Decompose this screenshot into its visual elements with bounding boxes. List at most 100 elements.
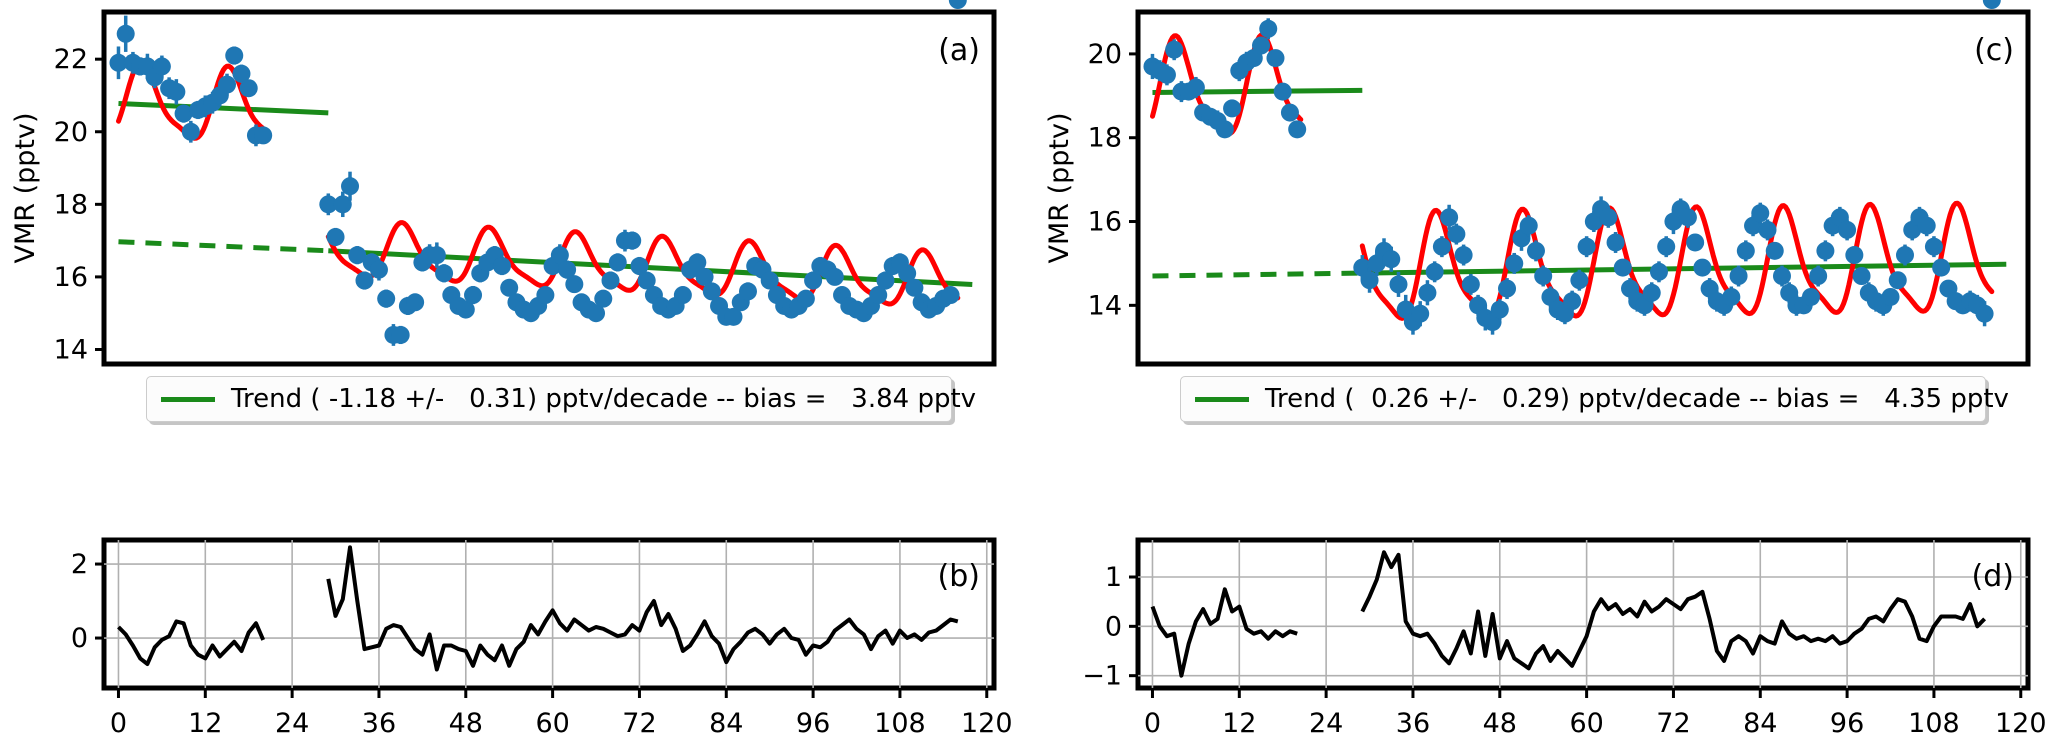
data-point: [1498, 279, 1517, 298]
y-tick-label: 0: [71, 623, 88, 654]
residual-line: [1150, 587, 1298, 678]
y-tick-label: 2: [71, 549, 88, 580]
data-point: [1809, 267, 1828, 285]
panel-tag: (b): [938, 559, 980, 594]
panel-tag: (c): [1974, 33, 2014, 68]
data-point: [1982, 0, 2001, 9]
data-point: [695, 267, 714, 286]
residual-line: [1360, 550, 1987, 671]
legend-panel-a: Trend ( -1.18 +/- 0.31) pptv/decade -- b…: [146, 376, 976, 422]
data-point: [1613, 258, 1632, 277]
data-point: [377, 289, 396, 308]
legend-label-c: Trend ( 0.26 +/- 0.29) pptv/decade -- bi…: [1265, 384, 2009, 414]
data-point: [1266, 49, 1285, 68]
trend-line-dashed: [1152, 270, 1363, 279]
data-point: [239, 79, 258, 98]
data-point: [218, 75, 237, 94]
data-point: [948, 0, 967, 9]
data-point: [608, 253, 627, 272]
data-point: [333, 195, 352, 214]
y-tick-label: 16: [54, 262, 88, 293]
residual-line: [326, 545, 959, 672]
data-point: [326, 227, 345, 246]
data-point: [558, 260, 577, 279]
fit-curve: [1359, 200, 1995, 321]
data-point: [637, 271, 656, 290]
data-point: [464, 286, 483, 305]
data-point: [1454, 246, 1473, 265]
x-tick-label: 12: [188, 708, 222, 739]
data-point: [225, 46, 244, 65]
data-point: [1447, 225, 1466, 244]
x-tick-label: 108: [1908, 708, 1960, 739]
data-point: [601, 271, 620, 290]
x-tick-label: 72: [1656, 708, 1690, 739]
y-tick-label: 14: [54, 334, 88, 365]
data-point: [1418, 283, 1437, 302]
data-point: [1186, 78, 1205, 97]
data-point: [1758, 220, 1777, 239]
data-point: [1252, 36, 1271, 55]
x-tick-label: 36: [1396, 708, 1430, 739]
data-point: [500, 278, 519, 297]
data-point: [1895, 246, 1914, 265]
data-point: [804, 271, 823, 290]
data-point: [174, 104, 193, 123]
panel-tag: (d): [1972, 559, 2014, 594]
data-point: [341, 177, 360, 196]
x-tick-label: 36: [362, 708, 396, 739]
data-point: [1577, 237, 1596, 256]
data-point: [152, 57, 171, 76]
data-point: [1649, 262, 1668, 281]
data-point: [1382, 250, 1401, 269]
data-point: [167, 82, 186, 101]
data-point: [1273, 82, 1292, 101]
data-point: [391, 325, 410, 344]
data-point: [1223, 99, 1242, 118]
x-tick-label: 96: [796, 708, 830, 739]
data-point: [1722, 287, 1741, 306]
trend-line-solid: [1362, 261, 2007, 276]
x-tick-label: 48: [449, 708, 483, 739]
data-point: [1729, 267, 1748, 285]
data-point: [1165, 40, 1184, 59]
data-point: [1599, 208, 1618, 227]
data-point: [1360, 271, 1379, 290]
observation-series: [109, 0, 967, 346]
data-point: [1432, 237, 1451, 256]
x-tick-label: 84: [709, 708, 743, 739]
data-point: [565, 275, 584, 294]
data-point: [796, 289, 815, 308]
y-tick-label: 20: [1088, 39, 1122, 70]
y-tick-label: 1: [1105, 562, 1122, 593]
x-tick-label: 24: [275, 708, 309, 739]
data-point: [738, 282, 757, 301]
data-point: [1924, 237, 1943, 256]
data-point: [1440, 208, 1459, 227]
data-point: [1570, 271, 1589, 290]
data-point: [1772, 267, 1791, 285]
data-point: [702, 282, 721, 301]
data-point: [232, 64, 251, 83]
data-point: [1490, 300, 1509, 319]
data-point: [825, 267, 844, 286]
y-tick-label: 0: [1105, 611, 1122, 642]
data-point: [1975, 304, 1994, 323]
data-point: [456, 300, 475, 319]
data-point: [1736, 241, 1755, 260]
data-point: [406, 293, 425, 312]
legend-panel-c: Trend ( 0.26 +/- 0.29) pptv/decade -- bi…: [1180, 376, 2009, 422]
data-point: [623, 231, 642, 250]
data-point: [254, 126, 273, 145]
observation-series: [1143, 0, 2001, 335]
data-point: [1526, 241, 1545, 260]
data-point: [1280, 103, 1299, 122]
data-point: [369, 260, 388, 279]
x-tick-label: 0: [1144, 708, 1161, 739]
trend-line-swatch-icon: [1195, 396, 1249, 402]
data-point: [1505, 254, 1524, 273]
data-point: [587, 304, 606, 323]
data-point: [1411, 304, 1430, 323]
data-point: [941, 286, 960, 305]
